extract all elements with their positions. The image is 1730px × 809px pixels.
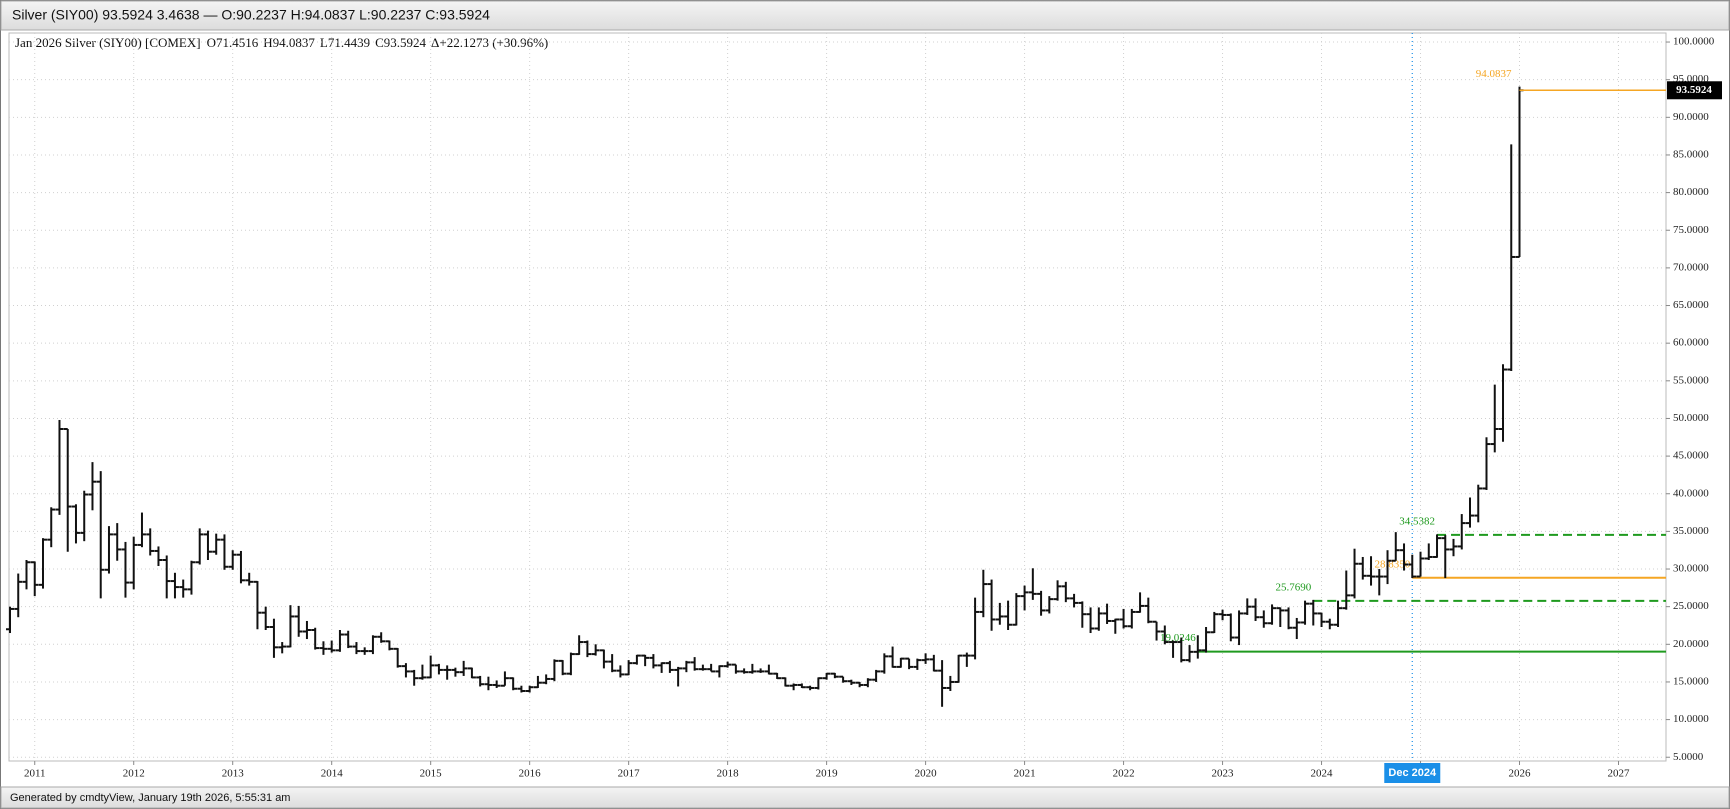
- x-tick-label: 2027: [1607, 768, 1630, 780]
- y-tick-label: 25.0000: [1673, 600, 1709, 612]
- x-tick-label: 2023: [1212, 768, 1235, 780]
- x-tick-label: 2013: [222, 768, 245, 780]
- y-tick-label: 75.0000: [1673, 224, 1709, 236]
- y-tick-label: 65.0000: [1673, 299, 1709, 311]
- y-tick-label: 5.0000: [1673, 751, 1704, 763]
- x-tick-label: 2017: [618, 768, 641, 780]
- x-tick-label: 2024: [1311, 768, 1334, 780]
- x-tick-label: 2012: [123, 768, 145, 780]
- footer-bar: [0, 786, 1730, 809]
- last-price-tag: [1667, 81, 1722, 100]
- x-tick-label: 2016: [519, 768, 542, 780]
- x-tick-label: 2019: [816, 768, 839, 780]
- y-tick-label: 60.0000: [1673, 337, 1709, 349]
- x-tick-label: 2011: [24, 768, 46, 780]
- legend-title: Jan 2026 Silver (SIY00) [COMEX]: [15, 35, 201, 50]
- header-bar: [0, 0, 1730, 31]
- header-title: Silver (SIY00) 93.5924 3.4638 — O:90.223…: [12, 7, 490, 23]
- y-tick-label: 55.0000: [1673, 374, 1709, 386]
- level-label: 28.8350: [1375, 558, 1411, 570]
- y-tick-label: 40.0000: [1673, 487, 1709, 499]
- x-tick-label: 2021: [1014, 768, 1036, 780]
- y-tick-label: 20.0000: [1673, 638, 1709, 650]
- footer-text: Generated by cmdtyView, January 19th 202…: [10, 792, 290, 804]
- y-tick-label: 90.0000: [1673, 111, 1709, 123]
- y-tick-label: 15.0000: [1673, 675, 1709, 687]
- x-tick-label: 2015: [420, 768, 443, 780]
- y-tick-label: 50.0000: [1673, 412, 1709, 424]
- level-label: 25.7690: [1276, 581, 1312, 593]
- x-tick-label: 2020: [915, 768, 938, 780]
- y-tick-label: 80.0000: [1673, 186, 1709, 198]
- cursor-label: Dec 2024: [1388, 767, 1437, 779]
- y-tick-label: 10.0000: [1673, 713, 1709, 725]
- y-tick-label: 30.0000: [1673, 563, 1709, 575]
- last-price-label: 93.5924: [1676, 84, 1712, 96]
- legend-value: L71.4439: [320, 35, 370, 50]
- y-tick-label: 85.0000: [1673, 148, 1709, 160]
- legend-value: O71.4516: [207, 35, 259, 50]
- plot-area: [8, 32, 1667, 762]
- y-tick-label: 100.0000: [1673, 36, 1715, 48]
- y-tick-label: 35.0000: [1673, 525, 1709, 537]
- x-tick-label: 2022: [1113, 768, 1135, 780]
- cursor-tag: [1384, 763, 1441, 783]
- x-tick-label: 2026: [1509, 768, 1532, 780]
- legend-value: C93.5924: [375, 35, 426, 50]
- level-label: 34.5382: [1399, 515, 1435, 527]
- y-tick-label: 70.0000: [1673, 261, 1709, 273]
- x-tick-label: 2014: [321, 768, 344, 780]
- y-tick-label: 45.0000: [1673, 450, 1709, 462]
- x-tick-label: 2018: [717, 768, 740, 780]
- high-label: 94.0837: [1476, 68, 1512, 80]
